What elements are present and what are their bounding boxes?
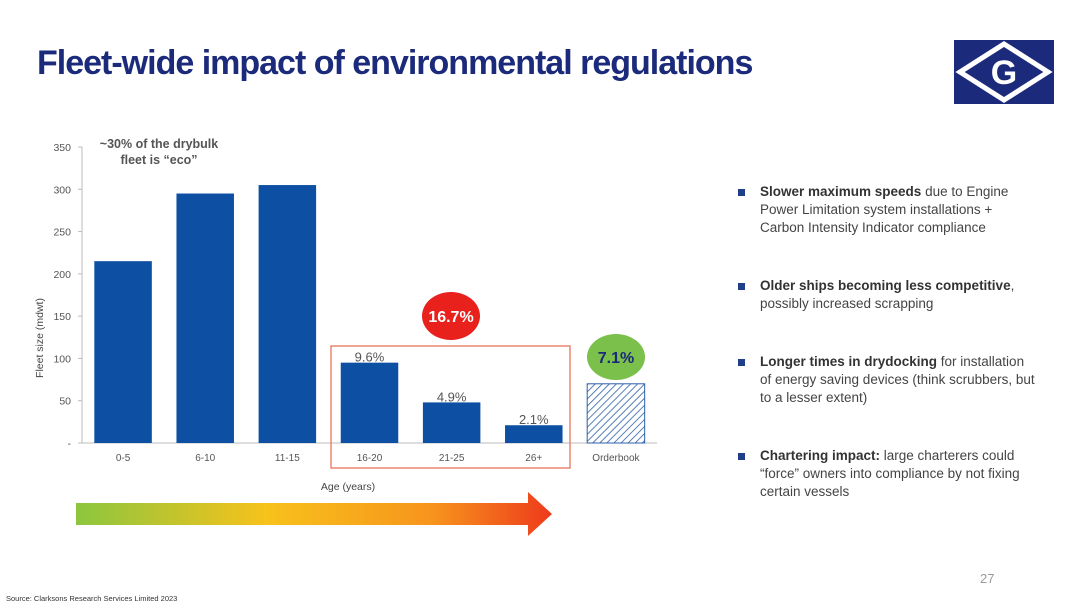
- bullet-item: Longer times in drydocking for installat…: [738, 353, 1038, 407]
- bullet-square-icon: [738, 359, 745, 366]
- bullet-square-icon: [738, 283, 745, 290]
- older-share-label: 16.7%: [428, 309, 473, 326]
- bar-orderbook: [586, 383, 646, 444]
- orderbook-share-badge: [587, 334, 645, 380]
- bullet-bold-text: Slower maximum speeds: [760, 184, 922, 199]
- bar-16-20: [340, 362, 399, 443]
- eco-note-line2: fleet is “eco”: [120, 153, 197, 167]
- bar-data-label: 2.1%: [519, 412, 549, 427]
- bar-26-: [505, 425, 563, 443]
- source-note: Source: Clarksons Research Services Limi…: [6, 594, 178, 603]
- age-gradient-arrow: [76, 492, 552, 536]
- logo-letter: G: [991, 54, 1017, 92]
- bar-11-15: [258, 185, 317, 444]
- x-tick-label: 26+: [525, 453, 542, 464]
- bullet-bold-text: Chartering impact:: [760, 448, 881, 463]
- x-tick-label: 21-25: [439, 453, 465, 464]
- fleet-age-bar-chart: Fleet size (mdwt) -50100150200250300350 …: [34, 137, 657, 493]
- y-tick-label: 350: [53, 142, 71, 154]
- company-logo: G: [954, 40, 1054, 104]
- bullet-text: due to Engine Power Limitation system in…: [760, 184, 1009, 235]
- bullet-item: Slower maximum speeds due to Engine Powe…: [738, 183, 1038, 237]
- x-tick-label: 0-5: [116, 453, 131, 464]
- bullet-square-icon: [738, 189, 745, 196]
- x-axis-label: Age (years): [321, 481, 375, 493]
- logo-diamond-icon: [955, 41, 1053, 103]
- y-tick-label: 250: [53, 227, 71, 239]
- y-tick-label: -: [68, 438, 72, 450]
- y-tick-label: 200: [53, 269, 71, 281]
- eco-note-line1: ~30% of the drybulk: [100, 137, 218, 151]
- x-tick-label: Orderbook: [592, 453, 640, 464]
- bullet-text: large charterers could “force” owners in…: [760, 448, 1020, 499]
- bullet-text: , possibly increased scrapping: [760, 278, 1015, 311]
- x-tick-label: 16-20: [357, 453, 383, 464]
- older-share-badge: [422, 292, 480, 340]
- logo-background: [954, 40, 1054, 104]
- bullet-item: Chartering impact: large charterers coul…: [738, 447, 1038, 501]
- x-tick-label: 11-15: [275, 453, 300, 464]
- page-number: 27: [980, 571, 995, 586]
- bullet-item: Older ships becoming less competitive, p…: [738, 277, 1038, 313]
- bar-0-5: [94, 261, 152, 443]
- bullet-bold-text: Longer times in drydocking: [760, 354, 938, 369]
- y-tick-label: 300: [53, 184, 71, 196]
- older-ships-highlight-box: [330, 345, 571, 469]
- bullet-text: for installation of energy saving device…: [760, 354, 1035, 405]
- bullet-square-icon: [738, 453, 745, 460]
- page-title: Fleet-wide impact of environmental regul…: [37, 44, 753, 82]
- bar-6-10: [176, 193, 234, 443]
- orderbook-share-label: 7.1%: [598, 350, 634, 367]
- bar-data-label: 9.6%: [355, 350, 385, 365]
- y-axis-label: Fleet size (mdwt): [34, 298, 46, 378]
- y-tick-label: 150: [53, 311, 71, 323]
- bullet-bold-text: Older ships becoming less competitive: [760, 278, 1011, 293]
- y-tick-label: 50: [59, 396, 71, 408]
- bar-data-label: 4.9%: [437, 389, 467, 404]
- x-tick-label: 6-10: [195, 453, 215, 464]
- bar-21-25: [422, 402, 481, 443]
- y-tick-label: 100: [53, 353, 71, 365]
